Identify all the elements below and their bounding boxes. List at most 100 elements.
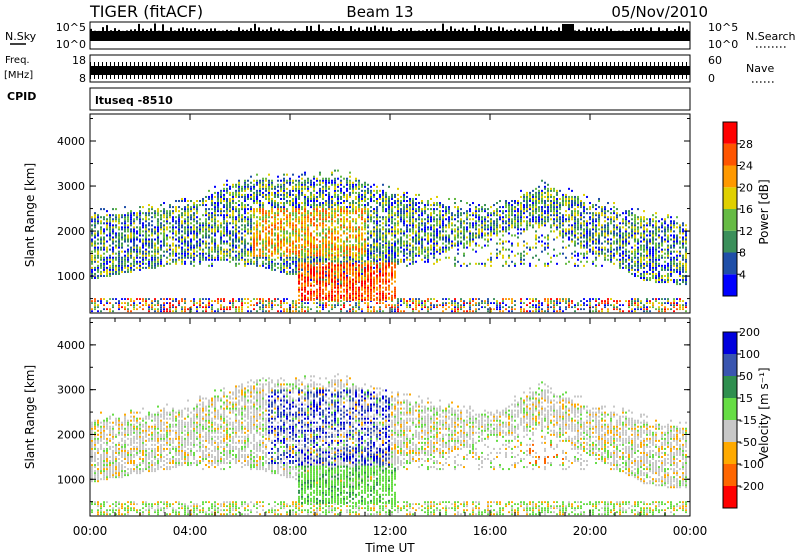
data-cell <box>346 292 348 295</box>
data-cell <box>244 228 246 231</box>
data-cell <box>217 310 219 313</box>
data-cell <box>112 260 114 263</box>
data-cell <box>133 244 135 247</box>
data-cell <box>211 308 213 311</box>
nsky-sample <box>206 28 208 33</box>
data-cell <box>310 266 312 269</box>
data-cell <box>160 224 162 227</box>
data-cell <box>367 310 369 313</box>
data-cell <box>361 274 363 277</box>
data-cell <box>337 274 339 277</box>
data-cell <box>211 248 213 251</box>
data-cell <box>121 260 123 263</box>
data-cell <box>310 254 312 257</box>
data-cell <box>241 218 243 221</box>
data-cell <box>265 232 267 235</box>
data-cell <box>304 210 306 213</box>
data-cell <box>409 220 411 223</box>
data-cell <box>388 206 390 209</box>
data-cell <box>214 256 216 259</box>
data-cell <box>145 256 147 259</box>
data-cell <box>406 258 408 261</box>
data-cell <box>331 290 333 293</box>
data-cell <box>127 302 129 304</box>
data-cell <box>187 252 189 255</box>
data-cell <box>220 212 222 215</box>
data-cell <box>127 226 129 229</box>
data-cell <box>214 230 216 233</box>
data-cell <box>277 183 279 186</box>
data-cell <box>286 302 288 304</box>
data-cell <box>208 302 210 304</box>
data-cell <box>361 254 363 257</box>
data-cell <box>400 216 402 219</box>
data-cell <box>394 254 396 257</box>
data-cell <box>334 189 336 192</box>
data-cell <box>337 199 339 203</box>
data-cell <box>133 262 135 265</box>
data-cell <box>367 187 369 190</box>
data-cell <box>349 193 351 196</box>
data-cell <box>364 242 366 245</box>
data-cell <box>337 266 339 269</box>
data-cell <box>286 310 288 313</box>
nsky-sample <box>294 28 296 35</box>
data-cell <box>433 242 435 245</box>
data-cell <box>220 252 222 255</box>
data-cell <box>304 183 306 186</box>
data-cell <box>319 254 321 257</box>
data-cell <box>208 236 210 239</box>
data-cell <box>403 193 405 196</box>
data-cell <box>121 216 123 219</box>
data-cell <box>112 228 114 231</box>
data-cell <box>424 302 426 304</box>
nsky-sample <box>438 30 440 35</box>
data-cell <box>265 254 267 257</box>
data-cell <box>259 218 261 221</box>
nave-sample <box>290 62 291 79</box>
data-cell <box>319 286 321 289</box>
data-cell <box>343 248 345 251</box>
data-cell <box>289 193 291 196</box>
data-cell <box>424 218 426 221</box>
data-cell <box>268 181 270 184</box>
data-cell <box>226 202 228 205</box>
data-cell <box>292 230 294 233</box>
data-cell <box>280 252 282 255</box>
data-cell <box>316 191 318 194</box>
data-cell <box>346 310 348 313</box>
data-cell <box>403 248 405 251</box>
data-cell <box>298 290 300 293</box>
data-cell <box>283 197 285 200</box>
data-cell <box>304 232 306 235</box>
data-cell <box>256 208 258 211</box>
data-cell <box>361 252 363 255</box>
data-cell <box>319 244 321 247</box>
data-cell <box>424 224 426 227</box>
data-cell <box>226 242 228 245</box>
data-cell <box>178 220 180 223</box>
data-cell <box>280 258 282 261</box>
data-cell <box>334 228 336 231</box>
data-cell <box>298 294 300 297</box>
data-cell <box>277 310 279 313</box>
data-cell <box>304 195 306 198</box>
data-cell <box>322 216 324 219</box>
data-cell <box>322 254 324 257</box>
data-cell <box>259 208 261 211</box>
data-cell <box>295 244 297 247</box>
data-cell <box>181 254 183 257</box>
data-cell <box>439 214 441 217</box>
data-cell <box>421 258 423 261</box>
data-cell <box>334 258 336 261</box>
data-cell <box>289 222 291 225</box>
data-cell <box>256 310 258 313</box>
data-cell <box>115 216 117 219</box>
data-cell <box>391 226 393 229</box>
data-cell <box>382 197 384 200</box>
data-cell <box>436 244 438 247</box>
data-cell <box>370 300 372 302</box>
data-cell <box>166 214 168 217</box>
data-cell <box>259 298 261 300</box>
data-cell <box>232 191 234 194</box>
